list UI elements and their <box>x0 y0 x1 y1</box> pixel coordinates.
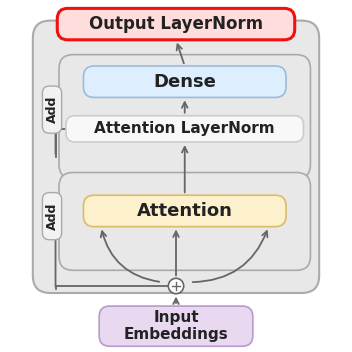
FancyBboxPatch shape <box>99 306 253 346</box>
FancyBboxPatch shape <box>59 172 310 270</box>
FancyBboxPatch shape <box>83 195 286 227</box>
Text: Attention: Attention <box>137 202 233 220</box>
FancyBboxPatch shape <box>33 21 319 293</box>
Text: Input
Embeddings: Input Embeddings <box>124 310 228 342</box>
Circle shape <box>168 278 184 294</box>
Text: Output LayerNorm: Output LayerNorm <box>89 15 263 33</box>
FancyBboxPatch shape <box>43 86 62 133</box>
FancyBboxPatch shape <box>43 193 62 240</box>
FancyBboxPatch shape <box>57 8 295 40</box>
FancyBboxPatch shape <box>66 116 303 142</box>
FancyBboxPatch shape <box>83 66 286 98</box>
FancyBboxPatch shape <box>59 55 310 178</box>
Text: Attention LayerNorm: Attention LayerNorm <box>94 121 275 136</box>
Text: Add: Add <box>45 202 58 230</box>
Text: Add: Add <box>45 96 58 123</box>
Text: Dense: Dense <box>153 73 216 91</box>
